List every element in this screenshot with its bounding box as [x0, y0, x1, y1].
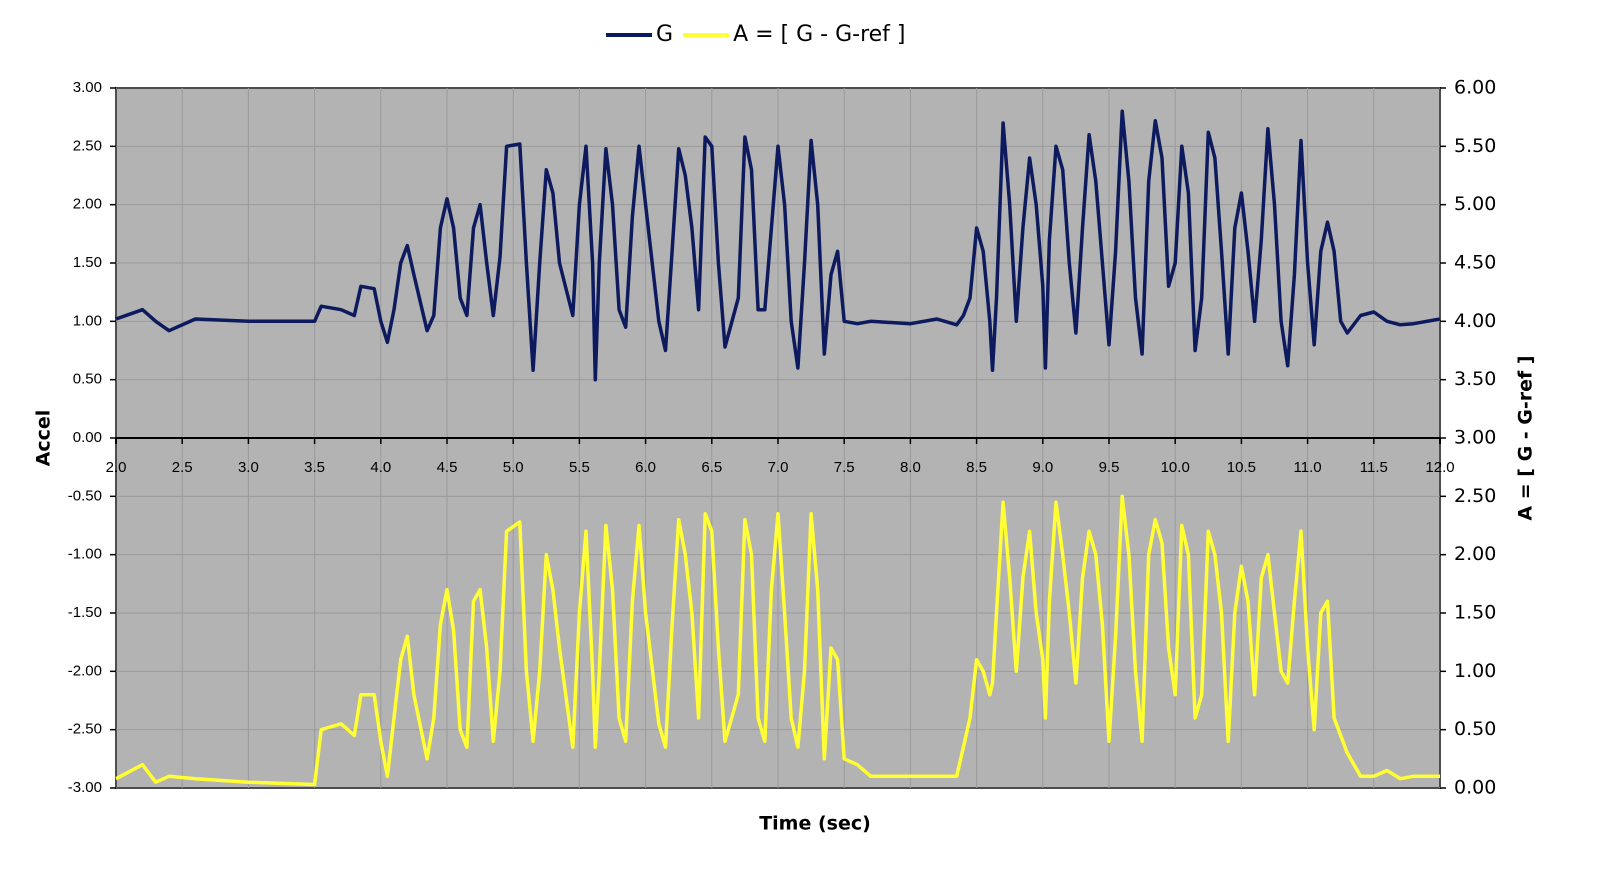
x-tick-label: 12.0: [1425, 459, 1454, 476]
y-tick-label: 2.00: [73, 196, 102, 213]
y-tick-label: 0.50: [73, 371, 102, 388]
x-tick-label: 9.5: [1099, 459, 1120, 476]
y-tick-label: -3.00: [68, 779, 102, 796]
y-tick-label: 1.50: [73, 254, 102, 271]
y2-tick-label: 4.50: [1454, 252, 1496, 274]
x-axis-title: Time (sec): [759, 813, 871, 835]
y2-tick-label: 6.00: [1454, 77, 1496, 99]
x-tick-label: 9.0: [1032, 459, 1053, 476]
legend-label: A = [ G - G-ref ]: [733, 22, 905, 47]
y-tick-label: -1.00: [68, 546, 102, 563]
x-tick-label: 3.0: [238, 459, 259, 476]
y-tick-label: 1.00: [73, 312, 102, 329]
x-tick-label: 5.0: [503, 459, 524, 476]
y2-axis-title: A = [ G - G-ref ]: [1515, 355, 1537, 520]
x-tick-label: 6.0: [635, 459, 656, 476]
x-tick-label: 10.5: [1227, 459, 1256, 476]
legend-label: G: [656, 22, 673, 47]
y-tick-label: -1.50: [68, 604, 102, 621]
x-tick-label: 11.5: [1360, 459, 1388, 476]
x-tick-label: 10.0: [1161, 459, 1190, 476]
x-tick-label: 8.5: [966, 459, 987, 476]
y-tick-label: -0.50: [68, 487, 102, 504]
x-tick-label: 2.5: [172, 459, 193, 476]
x-tick-label: 4.0: [370, 459, 391, 476]
x-tick-label: 2.0: [106, 459, 127, 476]
y-tick-label: 2.50: [73, 137, 102, 154]
y2-tick-label: 0.50: [1454, 718, 1496, 740]
y-tick-label: -2.50: [68, 721, 102, 738]
lines: [115, 109, 1441, 787]
y2-tick-label: 3.50: [1454, 368, 1496, 390]
x-tick-label: 7.5: [834, 459, 855, 476]
ticks: 2.0 2.5 3.0 3.5 4.0 4.5 5.0 5.5 6.0 6.5 7.0 7.5 8.0 8…: [68, 77, 1497, 799]
x-tick-label: 11.0: [1294, 459, 1322, 476]
x-tick-label: 4.5: [437, 459, 458, 476]
series-line: [115, 494, 1440, 787]
x-tick-label: 8.0: [900, 459, 921, 476]
x-tick-label: 3.5: [304, 459, 325, 476]
y-tick-label: -2.00: [68, 662, 102, 679]
y2-tick-label: 5.00: [1454, 193, 1496, 215]
y2-tick-label: 4.00: [1454, 310, 1496, 332]
y2-tick-label: 1.00: [1454, 660, 1496, 682]
y2-tick-label: 0.00: [1454, 777, 1496, 799]
x-tick-label: 7.0: [768, 459, 789, 476]
y2-tick-label: 5.50: [1454, 135, 1496, 157]
x-tick-label: 6.5: [701, 459, 722, 476]
legend: G A = [ G - G-ref ]: [606, 22, 906, 47]
y2-tick-label: 2.00: [1454, 543, 1496, 565]
y-axis-title: Accel: [33, 410, 55, 467]
x-tick-label: 5.5: [569, 459, 590, 476]
series-line: [115, 109, 1441, 382]
y2-tick-label: 3.00: [1454, 427, 1496, 449]
y2-tick-label: 2.50: [1454, 485, 1496, 507]
y-tick-label: 3.00: [73, 79, 102, 96]
y-tick-label: 0.00: [73, 429, 102, 446]
y2-tick-label: 1.50: [1454, 602, 1496, 624]
